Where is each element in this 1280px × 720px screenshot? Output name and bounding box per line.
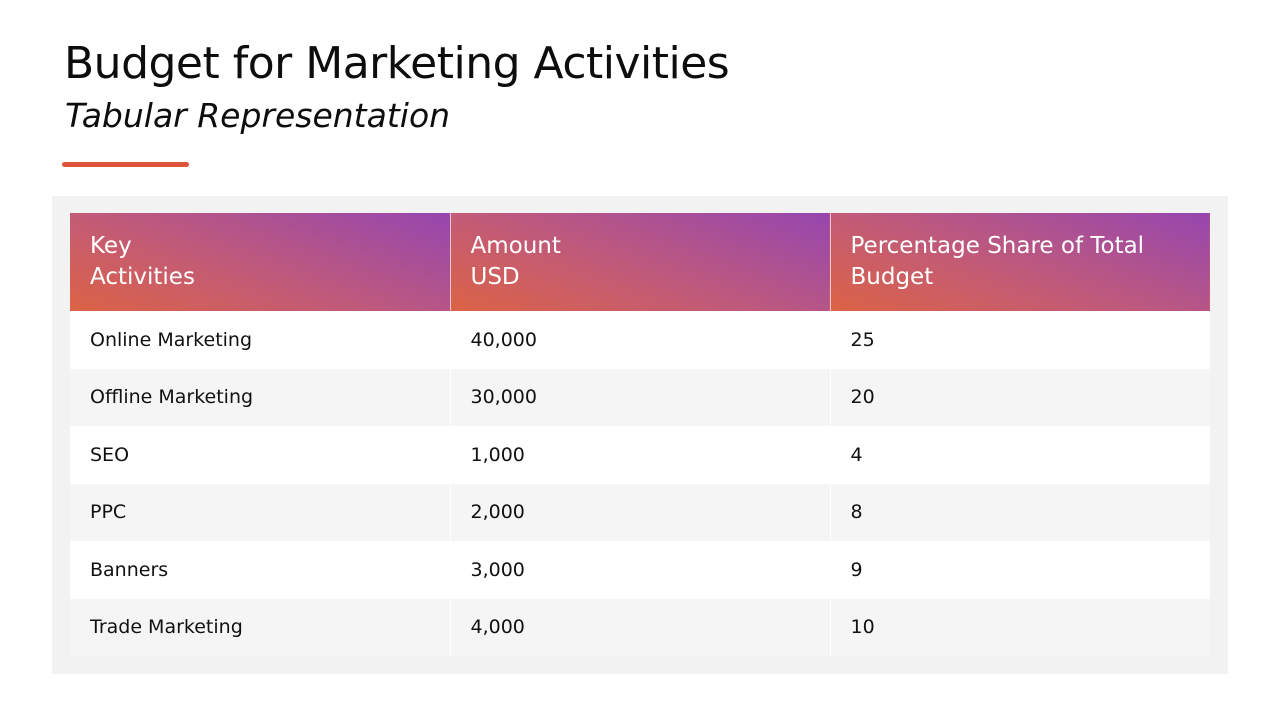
slide-title: Budget for Marketing Activities <box>64 38 730 89</box>
percentage-cell: 4 <box>829 426 1210 484</box>
header-amount: Amount USD <box>449 213 830 311</box>
header-percentage: Percentage Share of Total Budget <box>829 213 1210 311</box>
activity-cell: Banners <box>70 541 450 599</box>
slide-subtitle: Tabular Representation <box>65 96 451 135</box>
table-row: PPC 2,000 8 <box>70 483 1210 541</box>
header-line: Budget <box>850 264 934 290</box>
header-key-activities: Key Activities <box>70 213 450 311</box>
percentage-cell: 25 <box>829 311 1210 369</box>
amount-cell: 30,000 <box>449 368 830 426</box>
activity-cell: Online Marketing <box>70 311 450 369</box>
table-header-row: Key Activities Amount USD Percentage Share… <box>70 213 1210 311</box>
percentage-cell: 10 <box>829 598 1210 656</box>
header-line: USD <box>470 264 520 290</box>
table-row: SEO 1,000 4 <box>70 426 1210 484</box>
activity-cell: Trade Marketing <box>70 598 450 656</box>
amount-cell: 2,000 <box>449 483 830 541</box>
amount-cell: 4,000 <box>449 598 830 656</box>
activity-cell: Offline Marketing <box>70 368 450 426</box>
header-line: Percentage Share of Total <box>850 233 1145 259</box>
amount-cell: 1,000 <box>449 426 830 484</box>
amount-cell: 40,000 <box>449 311 830 369</box>
table-row: Online Marketing 40,000 25 <box>70 311 1210 369</box>
table-row: Offline Marketing 30,000 20 <box>70 368 1210 426</box>
accent-bar <box>62 162 189 167</box>
header-line: Key <box>90 233 132 259</box>
table-row: Banners 3,000 9 <box>70 541 1210 599</box>
budget-table: Key Activities Amount USD Percentage Share… <box>70 213 1210 656</box>
header-line: Activities <box>90 264 195 290</box>
activity-cell: PPC <box>70 483 450 541</box>
header-line: Amount <box>470 233 561 259</box>
percentage-cell: 8 <box>829 483 1210 541</box>
activity-cell: SEO <box>70 426 450 484</box>
percentage-cell: 9 <box>829 541 1210 599</box>
amount-cell: 3,000 <box>449 541 830 599</box>
percentage-cell: 20 <box>829 368 1210 426</box>
table-row: Trade Marketing 4,000 10 <box>70 598 1210 656</box>
